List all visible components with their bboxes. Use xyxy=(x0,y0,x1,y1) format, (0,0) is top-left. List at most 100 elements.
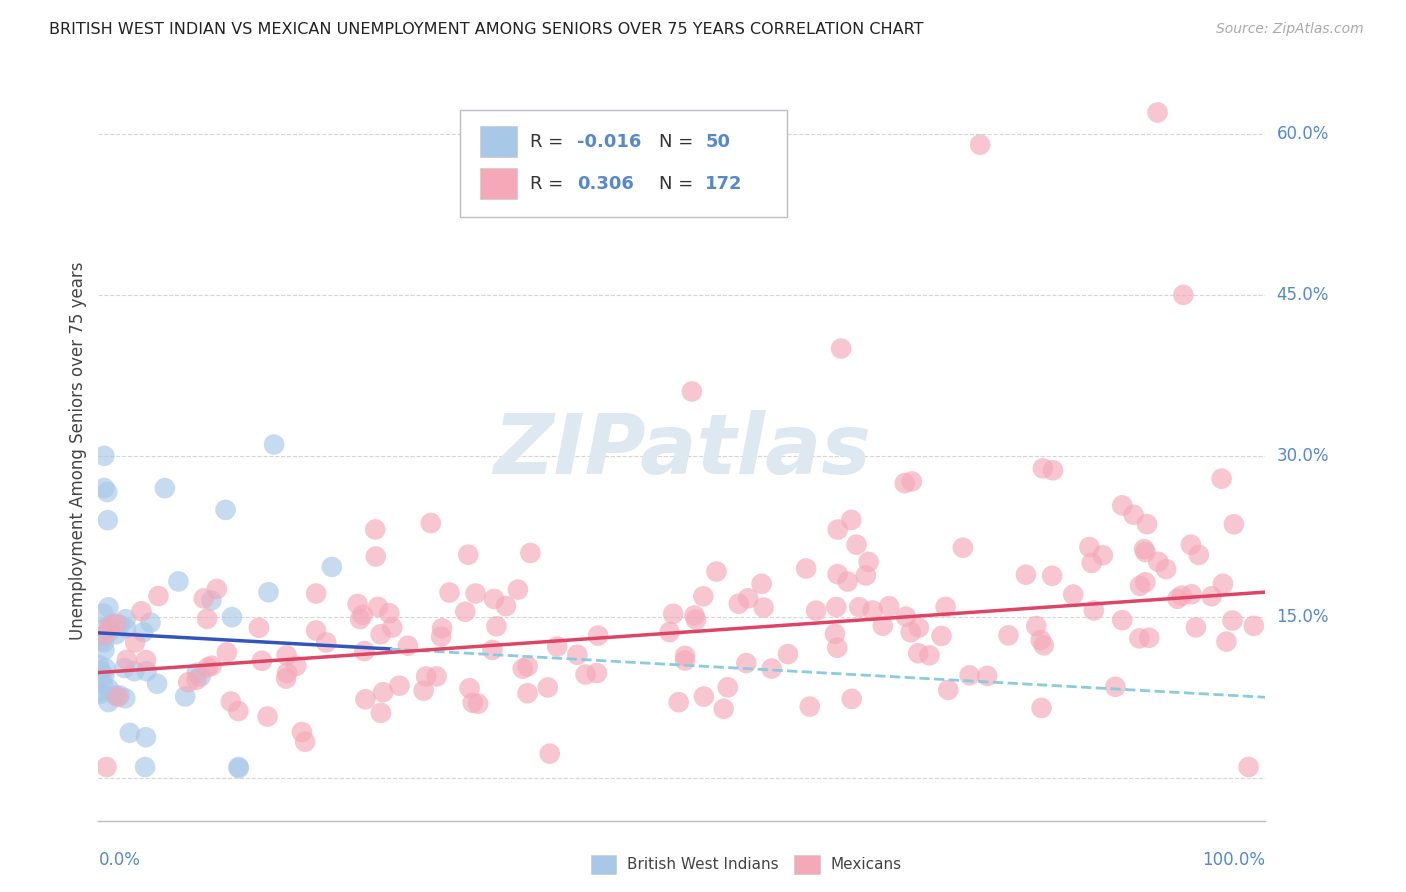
Point xyxy=(668,695,690,709)
Text: Source: ZipAtlas.com: Source: ZipAtlas.com xyxy=(1216,22,1364,37)
Point xyxy=(839,513,862,527)
Point xyxy=(516,686,538,700)
Point xyxy=(658,625,681,640)
Point xyxy=(87,658,110,673)
Point xyxy=(506,582,529,597)
Point xyxy=(893,476,915,491)
Point xyxy=(537,681,560,695)
Point xyxy=(574,667,596,681)
Point xyxy=(353,644,375,658)
Point xyxy=(936,682,959,697)
Point xyxy=(519,546,541,560)
Text: 100.0%: 100.0% xyxy=(1202,851,1265,869)
Point xyxy=(134,760,156,774)
Point xyxy=(1201,589,1223,603)
Point xyxy=(799,699,821,714)
Point xyxy=(1212,577,1234,591)
Point xyxy=(567,648,589,662)
Point xyxy=(1185,620,1208,634)
Point xyxy=(692,590,714,604)
Point xyxy=(190,669,212,683)
Text: 50: 50 xyxy=(706,133,730,151)
Point xyxy=(200,593,222,607)
Point xyxy=(186,665,208,680)
Point xyxy=(135,653,157,667)
Point xyxy=(512,662,534,676)
Point xyxy=(107,690,129,704)
Point xyxy=(174,690,197,704)
Point xyxy=(226,704,249,718)
Point xyxy=(1040,569,1063,583)
Point xyxy=(381,621,404,635)
Text: 60.0%: 60.0% xyxy=(1277,125,1329,143)
Point xyxy=(396,639,419,653)
Point xyxy=(900,625,922,640)
Point xyxy=(662,607,685,621)
Point xyxy=(352,607,374,622)
Text: 45.0%: 45.0% xyxy=(1277,285,1329,304)
Point xyxy=(776,647,799,661)
Point xyxy=(717,681,740,695)
Point xyxy=(214,503,236,517)
Point xyxy=(228,760,250,774)
Point xyxy=(97,513,120,527)
Text: 30.0%: 30.0% xyxy=(1277,447,1329,465)
Point xyxy=(108,618,131,632)
Point xyxy=(1129,579,1152,593)
Point xyxy=(430,621,453,635)
Point xyxy=(93,635,115,649)
Text: British West Indians: British West Indians xyxy=(627,857,779,871)
Point xyxy=(693,690,716,704)
Point xyxy=(370,706,392,720)
Point xyxy=(458,681,481,696)
Point xyxy=(276,648,298,663)
Point xyxy=(1222,614,1244,628)
Point xyxy=(124,635,146,649)
Text: 15.0%: 15.0% xyxy=(1277,607,1329,626)
Point xyxy=(131,604,153,618)
Point xyxy=(305,586,328,600)
Point xyxy=(93,449,115,463)
Point xyxy=(247,621,270,635)
Point xyxy=(1042,463,1064,477)
Point xyxy=(135,664,157,678)
Text: BRITISH WEST INDIAN VS MEXICAN UNEMPLOYMENT AMONG SENIORS OVER 75 YEARS CORRELAT: BRITISH WEST INDIAN VS MEXICAN UNEMPLOYM… xyxy=(49,22,924,37)
Point xyxy=(425,669,447,683)
Point xyxy=(931,629,953,643)
Point xyxy=(713,702,735,716)
Point xyxy=(901,475,924,489)
Point xyxy=(1080,556,1102,570)
Point xyxy=(439,585,461,599)
Point xyxy=(481,643,503,657)
Point xyxy=(1031,701,1053,715)
Point xyxy=(321,560,343,574)
Point xyxy=(969,137,991,152)
Point xyxy=(516,659,538,673)
Point xyxy=(98,620,121,634)
Point xyxy=(737,591,759,606)
Point xyxy=(952,541,974,555)
Point xyxy=(959,668,981,682)
Point xyxy=(461,696,484,710)
Point xyxy=(1243,619,1265,633)
Point xyxy=(1136,517,1159,532)
Point xyxy=(1133,542,1156,557)
Point xyxy=(257,585,280,599)
Point xyxy=(1237,760,1260,774)
Point xyxy=(114,612,136,626)
Point xyxy=(827,523,849,537)
Point xyxy=(683,608,706,623)
Point xyxy=(373,685,395,699)
Point xyxy=(1111,613,1133,627)
Point xyxy=(215,645,238,659)
Text: N =: N = xyxy=(658,133,699,151)
Point xyxy=(1128,632,1150,646)
Point xyxy=(167,574,190,589)
Point xyxy=(197,660,219,674)
Point xyxy=(751,577,773,591)
Point xyxy=(91,676,114,690)
Point xyxy=(1015,567,1038,582)
Point xyxy=(139,615,162,630)
Point xyxy=(794,561,817,575)
Point xyxy=(495,599,517,613)
